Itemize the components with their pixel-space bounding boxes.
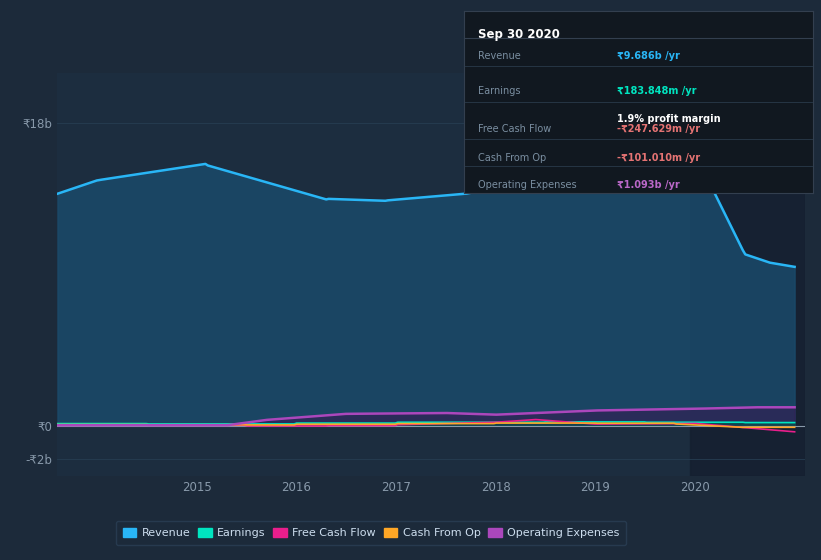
Text: -₹101.010m /yr: -₹101.010m /yr xyxy=(617,153,700,163)
Text: Sep 30 2020: Sep 30 2020 xyxy=(478,27,560,40)
Text: ₹183.848m /yr: ₹183.848m /yr xyxy=(617,86,697,96)
Text: 1.9% profit margin: 1.9% profit margin xyxy=(617,114,721,124)
Legend: Revenue, Earnings, Free Cash Flow, Cash From Op, Operating Expenses: Revenue, Earnings, Free Cash Flow, Cash … xyxy=(117,521,626,545)
Bar xyxy=(690,73,805,476)
Text: Operating Expenses: Operating Expenses xyxy=(478,180,576,190)
Text: ₹9.686b /yr: ₹9.686b /yr xyxy=(617,52,681,61)
Text: Revenue: Revenue xyxy=(478,52,521,61)
Text: Cash From Op: Cash From Op xyxy=(478,153,546,163)
Text: Free Cash Flow: Free Cash Flow xyxy=(478,124,551,134)
Text: Earnings: Earnings xyxy=(478,86,521,96)
Text: -₹247.629m /yr: -₹247.629m /yr xyxy=(617,124,700,134)
Text: ₹1.093b /yr: ₹1.093b /yr xyxy=(617,180,680,190)
